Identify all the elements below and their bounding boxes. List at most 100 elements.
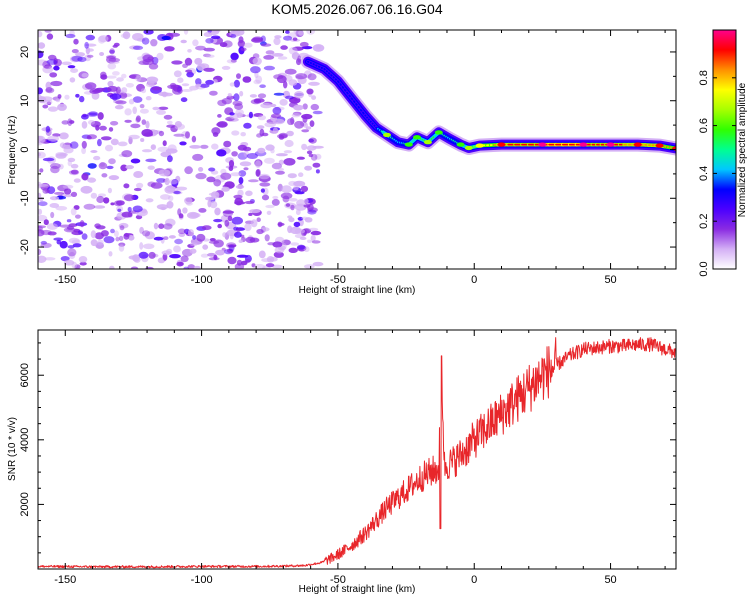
spectrogram-noise-cell [121, 87, 128, 94]
spectrogram-noise-cell [244, 200, 255, 205]
spectrogram-noise-cell [158, 169, 171, 177]
spectrogram-noise-cell [110, 138, 119, 146]
spectrogram-noise-cell [132, 106, 137, 115]
spectrogram-noise-cell [109, 265, 115, 269]
spectrogram-noise-cell [40, 240, 47, 245]
spectrogram-noise-cell [307, 73, 317, 81]
spectrogram-noise-cell [199, 83, 210, 88]
spectrogram-noise-cell [73, 205, 80, 210]
spectrogram-noise-cell [59, 152, 68, 157]
spectrogram-ridge-peak [633, 142, 642, 147]
spectrogram-noise-cell [306, 88, 314, 95]
spectrogram-noise-cell [242, 76, 252, 83]
spectrogram-ridge-peak [464, 145, 473, 151]
spectrogram-noise-cell [114, 105, 124, 110]
spectrogram-noise-cell [199, 144, 209, 149]
spectrogram-noise-cell [231, 151, 238, 157]
spectrogram-noise-cell [184, 197, 193, 205]
spectrogram-noise-cell [44, 257, 56, 261]
spectrogram-noise-cell [311, 95, 317, 100]
spectrogram-noise-cell [315, 169, 320, 174]
spectrogram-noise-cell [222, 209, 234, 218]
spectrogram-noise-cell [38, 208, 43, 215]
spectrogram-noise-cell [110, 121, 119, 126]
spectrogram-noise-cell [243, 167, 249, 171]
spectrogram-noise-cell [97, 112, 104, 120]
snr-y-tick-label: 4000 [19, 428, 31, 452]
spectrogram-noise-cell [233, 93, 240, 102]
spectrogram-noise-cell [288, 247, 298, 253]
spectrogram-noise-cell [69, 55, 80, 63]
spectrogram-noise-cell [90, 192, 98, 199]
spectrogram-noise-cell [100, 230, 109, 237]
spectrogram-noise-cell [75, 93, 80, 98]
spectrogram-noise-cell [121, 211, 133, 218]
spectrogram-noise-cell [180, 89, 193, 92]
spectrogram-noise-cell [305, 126, 312, 130]
spectrogram-noise-cell [270, 103, 277, 108]
colorbar-ticks: 0.0 0.2 0.4 0.6 0.8 [698, 70, 736, 277]
spectrogram-noise-cell [230, 59, 237, 63]
spectrogram-noise-cell [106, 75, 117, 79]
spectrogram-noise-cell [71, 55, 83, 62]
spectrogram-noise-cell [250, 219, 258, 228]
spectrogram-noise-cell [203, 67, 215, 72]
spectrogram-noise-cell [253, 98, 261, 104]
spectrogram-noise-cell [164, 177, 170, 186]
spectrogram-noise-cell [288, 217, 295, 223]
spectrogram-noise-cell [259, 182, 271, 187]
spectrogram-noise-cell [150, 144, 155, 150]
spectrogram-noise-cell [263, 55, 275, 60]
spectrogram-noise-cell [145, 198, 154, 203]
spectrogram-y-tick-label: -20 [19, 239, 31, 255]
spectrogram-noise-cell [192, 235, 197, 240]
spectrogram-noise-cell [135, 75, 142, 82]
spectrogram-noise-cell [61, 120, 69, 125]
spectrogram-noise-cell [229, 112, 235, 116]
spectrogram-noise-cell [277, 221, 283, 228]
spectrogram-noise-cell [308, 153, 314, 158]
spectrogram-noise-cell [68, 251, 76, 260]
spectrogram-noise-cell [108, 158, 116, 165]
spectrogram-noise-cell [307, 239, 312, 243]
spectrogram-noise-cell [85, 46, 91, 55]
spectrogram-noise-cell [265, 50, 275, 55]
spectrogram-noise-cell [38, 151, 46, 159]
spectrogram-noise-cell [283, 158, 296, 166]
spectrogram-noise-cell [152, 106, 160, 111]
spectrogram-noise-cell [194, 57, 203, 65]
spectrogram-noise-cell [302, 103, 308, 110]
spectrogram-noise-cell [72, 243, 82, 248]
spectrogram-noise-cell [172, 87, 183, 95]
spectrogram-noise-cell [100, 136, 112, 141]
spectrogram-noise-cell [162, 140, 167, 147]
spectrogram-noise-cell [306, 145, 317, 151]
spectrogram-noise-cell [217, 114, 222, 118]
spectrogram-noise-cell [93, 155, 101, 161]
spectrogram-y-tick-label: 20 [19, 46, 31, 58]
spectrogram-noise-cell [47, 106, 59, 112]
spectrogram-noise-cell [141, 149, 153, 153]
colorbar-label: Normalized spectral amplitude [737, 82, 748, 217]
spectrogram-noise-cell [288, 79, 298, 86]
spectrogram-noise-cell [236, 73, 241, 79]
spectrogram-noise-cell [177, 208, 182, 216]
spectrogram-noise-cell [213, 179, 222, 187]
spectrogram-noise-cell [142, 230, 151, 237]
spectrogram-noise-cell [214, 207, 221, 216]
spectrogram-noise-cell [65, 33, 76, 39]
spectrogram-noise-cell [189, 248, 197, 254]
spectrogram-noise-cell [310, 230, 322, 236]
spectrogram-noise-cell [84, 41, 89, 49]
spectrogram-noise-cell [224, 219, 230, 227]
spectrogram-noise-cell [246, 153, 258, 159]
spectrogram-noise-cell [99, 52, 105, 56]
spectrogram-noise-cell [284, 139, 294, 148]
spectrogram-y-tick-label: 0 [19, 146, 31, 152]
spectrogram-noise-cell [153, 222, 159, 230]
spectrogram-ridge-peak [383, 132, 391, 138]
spectrogram-noise-cell [42, 104, 49, 109]
spectrogram-noise-cell [136, 83, 145, 92]
spectrogram-noise-cell [285, 203, 291, 207]
